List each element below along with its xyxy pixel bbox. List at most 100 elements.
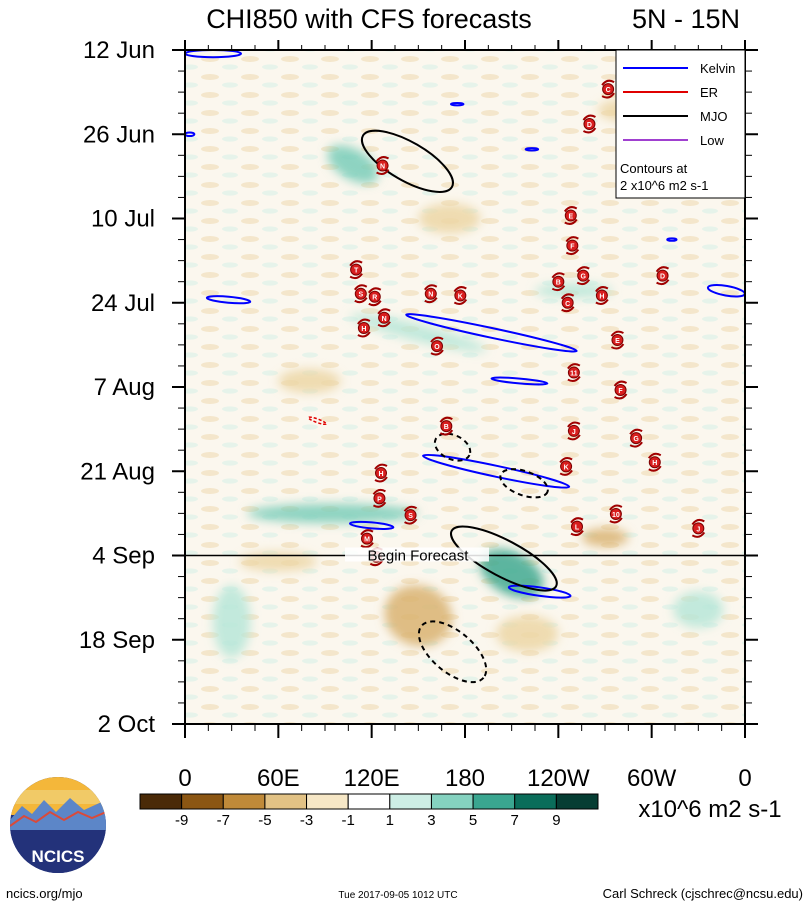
storm-arm — [647, 452, 662, 459]
storm-arm — [565, 248, 580, 256]
mjo-contour — [450, 525, 558, 592]
y-tick-label: 26 Jun — [83, 121, 155, 148]
storm-arm — [629, 428, 643, 435]
legend-label-mjo: MJO — [700, 109, 727, 124]
mjo-contour-dashed — [499, 468, 549, 499]
storm-circle — [431, 340, 443, 353]
storm-marker: C — [601, 79, 615, 99]
region-label: 5N - 15N — [632, 4, 740, 34]
kelvin-contour — [422, 453, 571, 489]
colorbar-label: 9 — [552, 812, 560, 829]
storm-arm — [567, 421, 581, 428]
storm-label: E — [568, 213, 573, 220]
kelvin-contour — [524, 147, 540, 152]
storm-arm — [377, 321, 391, 328]
storm-circle — [440, 420, 453, 433]
storm-marker: E — [563, 206, 578, 225]
storm-circle — [357, 322, 370, 335]
storm-arm — [357, 331, 371, 338]
storm-arm — [375, 156, 390, 163]
storm-arm — [582, 114, 596, 121]
storm-label: T — [354, 268, 359, 275]
kelvin-contour — [507, 584, 572, 599]
storm-label: G — [580, 274, 586, 281]
storm-circle — [454, 289, 467, 302]
begin-forecast-label: Begin Forecast — [368, 548, 470, 565]
storm-label: D — [660, 274, 665, 281]
x-tick-label: 120W — [527, 765, 590, 792]
colorbar-swatch — [389, 793, 432, 810]
storm-label: 10 — [612, 512, 620, 519]
storm-circle — [564, 209, 577, 222]
storm-arm — [551, 285, 566, 292]
storm-marker: O — [430, 336, 444, 356]
storm-marker: G — [576, 266, 591, 286]
storm-arm — [595, 286, 609, 293]
storm-circle — [609, 507, 622, 520]
storm-arm — [648, 465, 662, 472]
y-tick-label: 18 Sep — [79, 627, 155, 654]
storm-arm — [570, 529, 584, 537]
anomaly-patch — [535, 283, 613, 298]
mjo-contours — [360, 129, 558, 684]
kelvin-contours — [185, 50, 745, 599]
y-tick-label: 21 Aug — [80, 458, 155, 485]
storm-label: H — [361, 326, 366, 333]
storm-marker: G — [629, 428, 643, 448]
kelvin-contour — [185, 131, 196, 138]
storm-circle — [656, 269, 669, 282]
storm-marker: F — [565, 236, 580, 256]
colorbar-label: -5 — [258, 812, 271, 829]
anomaly-patch — [278, 368, 341, 394]
colorbar-label: -9 — [175, 812, 188, 829]
storm-label: B — [556, 280, 561, 287]
storm-circle — [566, 239, 579, 252]
storm-arm — [559, 456, 573, 464]
storm-label: B — [444, 424, 449, 431]
begin-forecast-label-bg — [345, 547, 489, 562]
storm-label: 11 — [570, 371, 578, 378]
storm-arm — [423, 284, 438, 291]
storm-arm — [372, 488, 386, 495]
y-axis: 12 Jun 26 Jun 10 Jul 24 Jul 7 Aug 21 Aug 4 Sep… — [79, 37, 758, 738]
mjo-contour-dashed — [433, 432, 472, 462]
storm-circle — [577, 269, 590, 282]
er-contour — [307, 416, 327, 426]
storm-arm — [376, 168, 390, 175]
anomaly-patch — [213, 585, 251, 658]
anomaly-patch — [239, 551, 318, 572]
y-tick-label: 24 Jul — [91, 290, 155, 317]
storm-marker: B — [551, 272, 566, 292]
storm-circle — [424, 287, 437, 300]
y-tick-label: 2 Oct — [98, 711, 156, 738]
x-tick-label: 0 — [738, 765, 751, 792]
y-tick-label: 12 Jun — [83, 37, 155, 64]
storm-arm — [610, 330, 624, 337]
storm-circle — [567, 366, 580, 379]
storm-arm — [564, 218, 578, 225]
legend-box — [615, 49, 746, 199]
anomaly-patch — [327, 145, 379, 184]
colorbar-label: 3 — [427, 812, 435, 829]
storm-label: J — [696, 526, 700, 533]
colorbar-label: -1 — [342, 812, 355, 829]
colorbar-label: 1 — [386, 812, 394, 829]
legend-note-2: 2 x10^6 m2 s-1 — [620, 178, 708, 193]
storm-arm — [563, 206, 578, 213]
storm-arm — [349, 273, 363, 280]
storm-label: H — [652, 460, 657, 467]
storm-marker: H — [595, 286, 609, 305]
colorbar-swatch — [139, 793, 183, 810]
storm-arm — [567, 434, 581, 441]
storm-arm — [453, 298, 468, 305]
storm-markers: CDNEFTBGDSRNKCHNHEO11FBJGKHHPS10LJMN — [349, 79, 706, 567]
storm-circle — [350, 263, 363, 276]
storm-arm — [360, 542, 374, 549]
footer-left-url[interactable]: ncics.org/mjo — [6, 886, 83, 901]
storm-circle — [571, 520, 583, 533]
ncics-logo: NCICS — [10, 777, 106, 873]
storm-marker: C — [560, 293, 575, 313]
storm-marker: R — [367, 287, 382, 307]
storm-circle — [375, 467, 387, 480]
